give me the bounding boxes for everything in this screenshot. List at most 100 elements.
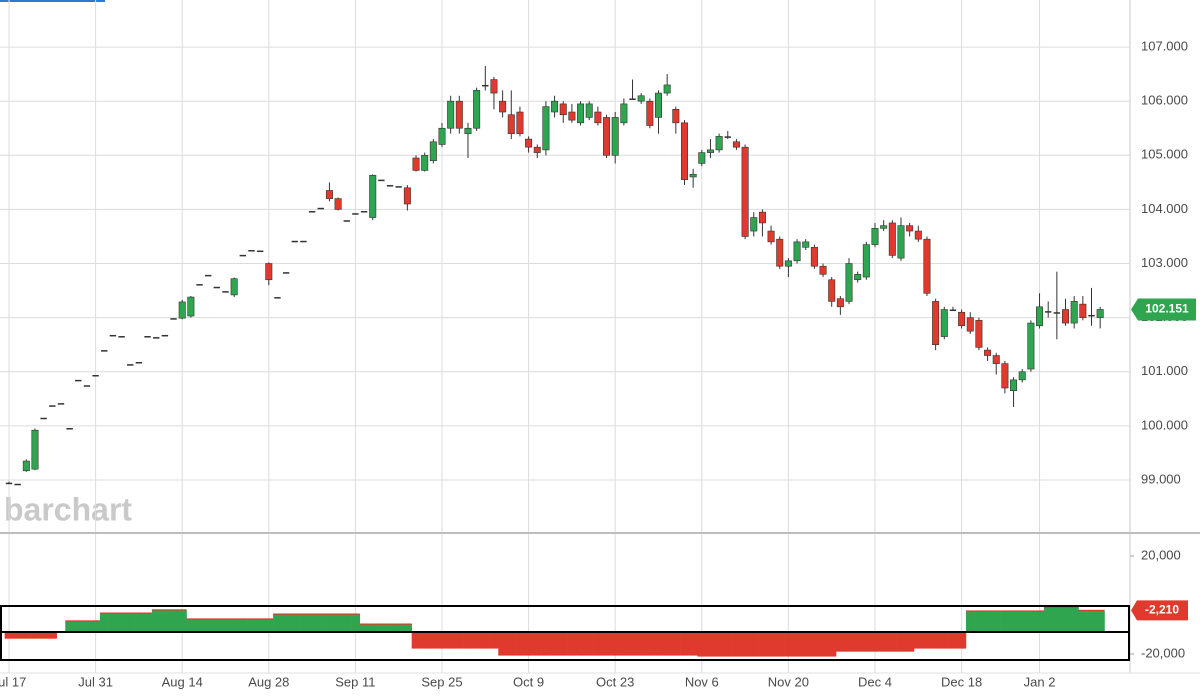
candle-body	[187, 296, 195, 317]
candle-body	[1010, 379, 1018, 391]
candle-body	[923, 238, 931, 294]
candle-body	[706, 149, 714, 153]
candle-body	[620, 103, 628, 124]
indicator-bar	[212, 618, 222, 632]
candle-body	[1096, 309, 1104, 318]
candle-body	[663, 84, 671, 94]
indicator-bar	[463, 632, 473, 649]
candle-body	[412, 157, 420, 171]
indicator-bar	[602, 632, 612, 655]
candle-body	[854, 274, 862, 281]
candle-body	[1045, 311, 1052, 313]
indicator-bar	[255, 618, 265, 632]
y-tick-label: 100.000	[1141, 417, 1188, 432]
candle-body	[542, 106, 550, 151]
indicator-bar	[792, 632, 802, 656]
indicator-bar	[688, 632, 698, 655]
candle-body	[204, 274, 212, 277]
last-value-tag	[1131, 600, 1188, 621]
indicator-bar	[325, 614, 335, 632]
x-tick-label: Jan 2	[1024, 674, 1056, 689]
x-tick-label: Aug 14	[162, 674, 203, 689]
candle-body	[49, 405, 56, 407]
candle-body	[698, 152, 706, 164]
candle-body	[118, 336, 125, 338]
candle-body	[845, 263, 853, 302]
indicator-bar	[515, 632, 525, 655]
candle-body	[836, 298, 844, 308]
candle-body	[958, 311, 966, 327]
candle-body	[715, 136, 723, 151]
candle-body	[222, 291, 229, 293]
candle-body	[533, 146, 541, 153]
candle-body	[282, 272, 290, 274]
indicator-bar	[238, 618, 248, 632]
indicator-bar	[1069, 606, 1079, 632]
candle-body	[421, 155, 429, 171]
candle-body	[611, 117, 619, 156]
price-panel	[0, 46, 1130, 486]
indicator-bar	[1000, 611, 1010, 632]
candle-body	[975, 320, 983, 348]
y-tick-label: -20,000	[1141, 645, 1185, 660]
indicator-bar	[931, 632, 941, 649]
indicator-bar	[810, 632, 820, 656]
indicator-bar	[576, 632, 586, 655]
indicator-bar	[697, 632, 707, 656]
candle-body	[265, 263, 273, 281]
candle-body	[127, 364, 134, 366]
indicator-bar	[420, 632, 430, 649]
candle-body	[724, 136, 731, 138]
indicator-bar	[905, 632, 915, 652]
indicator-bar	[524, 632, 534, 655]
indicator-bar	[853, 632, 863, 652]
candle-body	[984, 349, 992, 356]
indicator-bar	[169, 609, 179, 632]
y-tick-label: 104.000	[1141, 201, 1188, 216]
indicator-bar	[281, 614, 291, 632]
x-tick-label: Nov 6	[685, 674, 719, 689]
candle-body	[482, 84, 489, 87]
indicator-bar	[394, 624, 404, 632]
indicator-bar	[654, 632, 664, 655]
candle-body	[802, 241, 810, 248]
candle-body	[1001, 363, 1009, 389]
x-tick-label: Sep 25	[421, 674, 462, 689]
candle-body	[352, 213, 359, 215]
indicator-bar	[775, 632, 785, 656]
indicator-bar	[498, 632, 508, 655]
candle-body	[819, 265, 827, 275]
candle-body	[525, 138, 533, 148]
candle-body	[880, 225, 888, 229]
candle-body	[325, 190, 333, 199]
candle-body	[646, 100, 654, 126]
indicator-bar	[39, 632, 49, 639]
indicator-bar	[264, 618, 274, 632]
indicator-bar	[766, 632, 776, 656]
indicator-bar	[134, 613, 144, 632]
watermark: barchart	[4, 491, 132, 527]
candle-body	[1062, 309, 1070, 324]
candle-body	[603, 117, 611, 156]
indicator-bar	[1026, 611, 1036, 632]
indicator-bar	[411, 632, 421, 649]
indicator-bar	[801, 632, 811, 656]
candle-body	[932, 301, 940, 345]
indicator-bar	[645, 632, 655, 655]
indicator-bar	[342, 614, 352, 632]
candle-body	[490, 79, 498, 94]
indicator-bar	[472, 632, 482, 649]
candle-body	[767, 230, 775, 243]
indicator-bar	[203, 618, 213, 632]
candle-body	[637, 95, 645, 102]
indicator-bar	[584, 632, 594, 655]
candle-body	[22, 460, 30, 472]
indicator-bar	[359, 624, 369, 632]
candle-body	[248, 249, 255, 252]
indicator-bar	[177, 609, 187, 632]
candle-body	[906, 225, 914, 232]
candle-body	[334, 198, 342, 210]
candle-body	[758, 211, 766, 224]
